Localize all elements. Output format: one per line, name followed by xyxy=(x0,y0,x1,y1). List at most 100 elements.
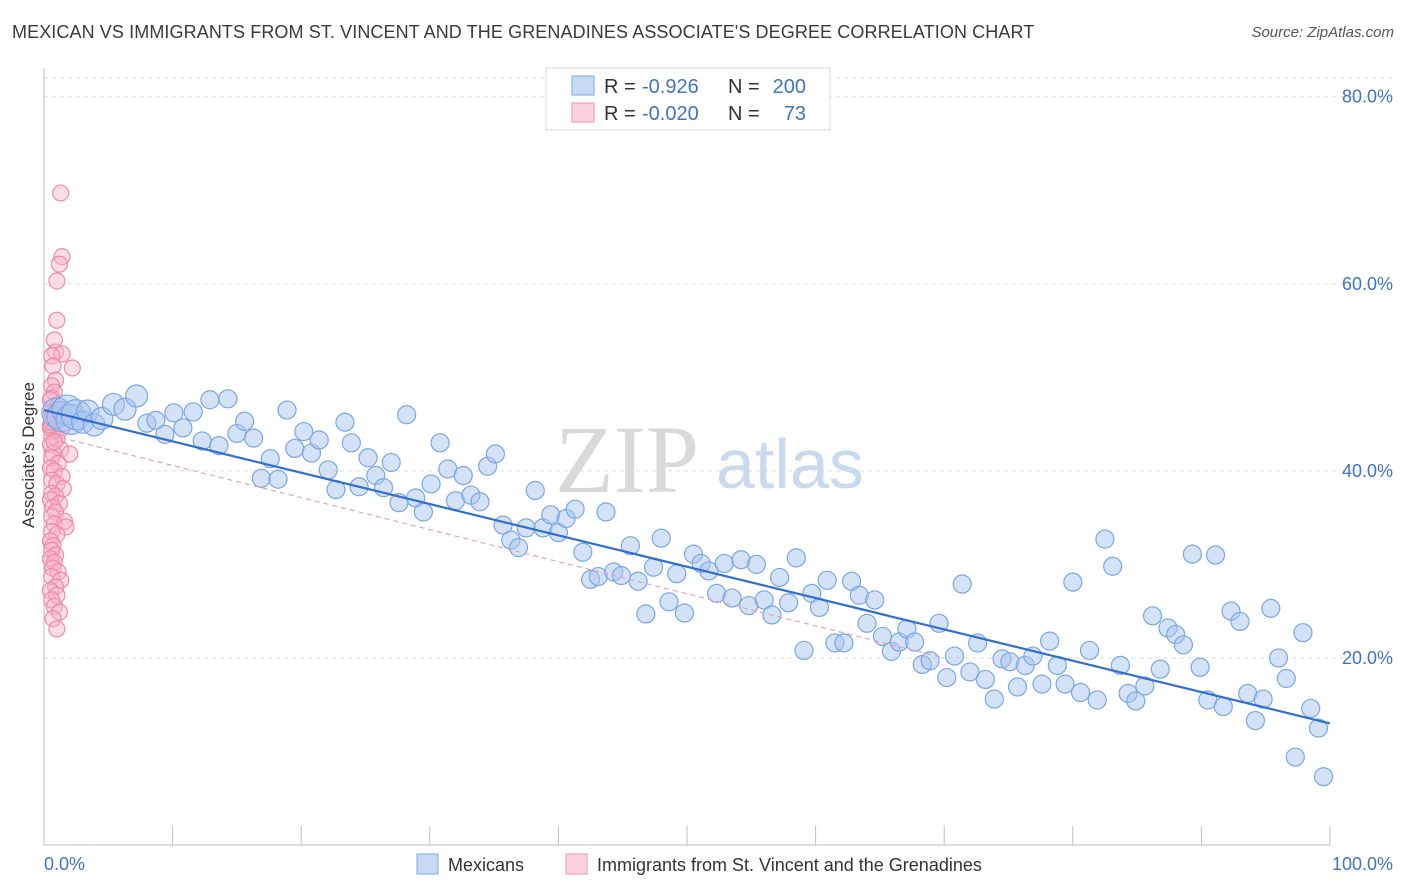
legend-swatch-svg xyxy=(571,102,595,123)
data-point-mexicans xyxy=(1150,659,1170,679)
data-point-mexicans xyxy=(722,588,742,608)
watermark-zip: ZIP xyxy=(555,406,699,513)
data-point-mexicans xyxy=(1308,718,1329,738)
data-point-svg xyxy=(48,272,66,290)
legend-n-value: 73 xyxy=(784,103,806,125)
bottom-legend: Mexicans Immigrants from St. Vincent and… xyxy=(416,853,982,875)
y-axis-title: Associate's Degree xyxy=(19,382,38,528)
bottom-legend-label-mexicans: Mexicans xyxy=(448,855,524,875)
data-point-mexicans xyxy=(124,384,149,408)
data-point-mexicans xyxy=(294,421,314,442)
data-point-mexicans xyxy=(573,542,593,562)
data-point-mexicans xyxy=(413,502,433,522)
data-point-mexicans xyxy=(1095,529,1115,549)
data-point-mexicans xyxy=(984,689,1004,709)
series-mexicans-points xyxy=(41,384,1334,787)
y-tick-label: 60.0% xyxy=(1342,274,1393,294)
x-tick-labels: 0.0% 100.0% xyxy=(44,854,1393,874)
data-point-mexicans xyxy=(1313,767,1334,787)
data-point-mexicans xyxy=(525,480,545,501)
data-point-svg xyxy=(63,359,81,377)
data-point-mexicans xyxy=(1205,545,1226,565)
data-point-mexicans xyxy=(200,390,220,410)
data-point-mexicans xyxy=(1173,635,1193,655)
data-point-mexicans xyxy=(146,410,166,430)
data-point-svg xyxy=(52,184,70,202)
data-point-mexicans xyxy=(1103,556,1123,576)
legend-r-label: R = xyxy=(604,76,636,98)
data-point-mexicans xyxy=(952,574,972,594)
legend-swatch-mexicans xyxy=(571,75,595,96)
data-point-mexicans xyxy=(1276,668,1296,689)
data-point-mexicans xyxy=(335,412,355,432)
data-point-mexicans xyxy=(1230,611,1250,632)
data-point-mexicans xyxy=(1268,648,1289,668)
data-point-mexicans xyxy=(596,502,616,522)
data-point-mexicans xyxy=(620,536,641,556)
data-point-mexicans xyxy=(1055,674,1075,694)
data-point-mexicans xyxy=(1032,674,1052,694)
y-tick-label: 80.0% xyxy=(1342,87,1393,107)
data-point-svg xyxy=(48,311,66,329)
data-point-mexicans xyxy=(1293,623,1313,643)
data-point-mexicans xyxy=(453,465,473,486)
data-point-mexicans xyxy=(268,469,288,489)
data-point-mexicans xyxy=(944,646,965,666)
data-point-mexicans xyxy=(1190,657,1210,677)
data-point-mexicans xyxy=(358,448,378,468)
data-point-mexicans xyxy=(769,567,790,588)
data-point-mexicans xyxy=(318,460,338,480)
data-point-mexicans xyxy=(1301,698,1321,719)
data-point-mexicans xyxy=(1063,572,1083,592)
data-point-mexicans xyxy=(746,554,767,574)
data-point-svg xyxy=(50,255,69,273)
data-point-mexicans xyxy=(470,492,490,512)
chart-title: MEXICAN VS IMMIGRANTS FROM ST. VINCENT A… xyxy=(12,22,1035,42)
data-point-svg xyxy=(44,610,62,628)
data-point-mexicans xyxy=(1213,696,1233,717)
data-point-mexicans xyxy=(1135,676,1155,696)
legend-n-label: N = xyxy=(728,103,760,125)
data-point-mexicans xyxy=(1245,710,1266,731)
bottom-legend-label-svg: Immigrants from St. Vincent and the Gren… xyxy=(597,855,982,875)
data-point-mexicans xyxy=(667,564,687,584)
data-point-mexicans xyxy=(794,640,814,661)
legend-r-value: -0.926 xyxy=(642,76,699,98)
data-point-mexicans xyxy=(235,411,255,431)
data-point-svg xyxy=(43,567,61,586)
data-point-mexicans xyxy=(1007,677,1028,697)
bottom-legend-swatch-svg xyxy=(565,853,588,875)
data-point-mexicans xyxy=(865,590,885,610)
data-point-mexicans xyxy=(937,667,957,688)
data-point-mexicans xyxy=(905,632,925,652)
data-point-mexicans xyxy=(183,402,203,422)
data-point-mexicans xyxy=(834,633,854,653)
data-point-mexicans xyxy=(485,444,505,464)
top-legend: R = -0.926 N = 200 R = -0.020 N = 73 xyxy=(545,67,831,131)
data-point-mexicans xyxy=(1110,655,1130,676)
trend-lines xyxy=(43,408,1331,725)
axes xyxy=(43,68,1331,846)
data-point-mexicans xyxy=(1087,690,1107,710)
data-point-mexicans xyxy=(1040,631,1060,651)
data-point-mexicans xyxy=(430,433,450,453)
data-point-mexicans xyxy=(1182,544,1202,564)
data-point-svg xyxy=(45,433,63,451)
data-point-mexicans xyxy=(1079,640,1100,661)
data-point-mexicans xyxy=(1070,682,1091,703)
trend-line-svg xyxy=(43,432,945,659)
trend-line-mexicans xyxy=(43,408,1331,725)
data-point-svg xyxy=(48,525,66,544)
data-point-svg xyxy=(50,603,69,621)
data-point-mexicans xyxy=(674,603,695,623)
data-point-mexicans xyxy=(857,613,877,633)
legend-r-value: -0.020 xyxy=(642,103,699,125)
y-tick-label: 40.0% xyxy=(1342,461,1393,481)
data-point-mexicans xyxy=(778,593,799,613)
data-point-mexicans xyxy=(508,537,529,558)
data-point-svg xyxy=(53,345,71,363)
data-point-mexicans xyxy=(1142,606,1163,626)
data-point-svg xyxy=(44,357,62,375)
data-point-mexicans xyxy=(817,570,837,590)
data-point-mexicans xyxy=(164,403,184,423)
